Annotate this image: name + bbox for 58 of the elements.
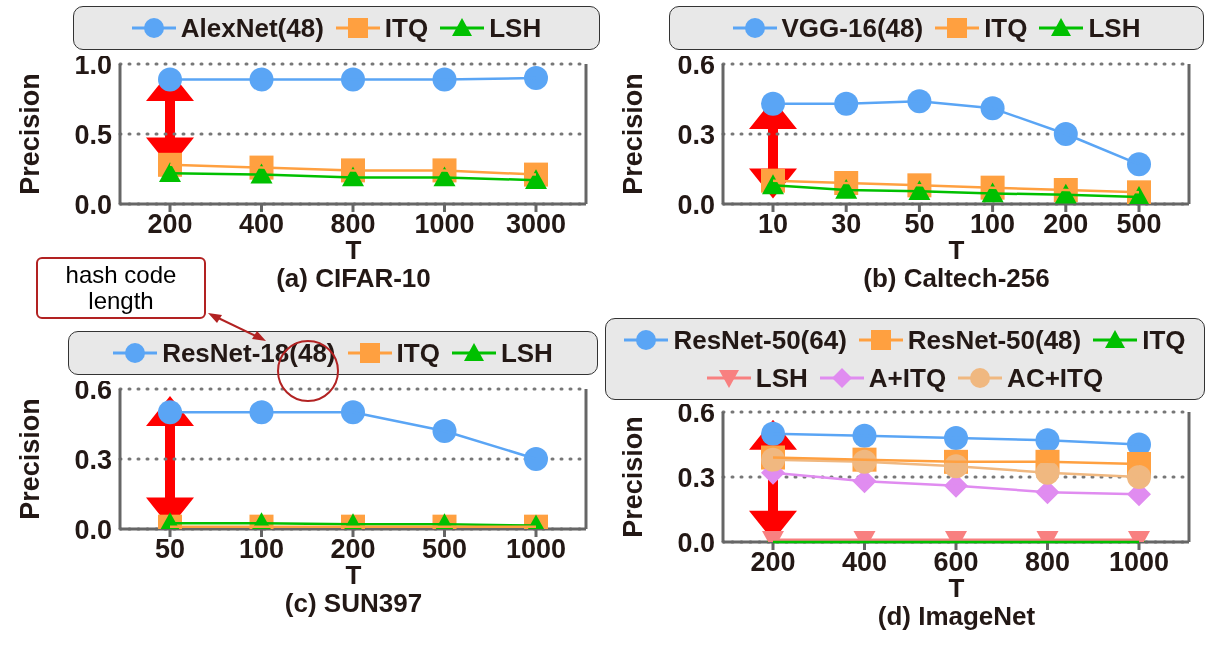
x-tick-label: 100 [238, 534, 285, 565]
x-tick-label: 1000 [505, 534, 567, 565]
point [761, 91, 785, 116]
text: hash code length [36, 257, 206, 319]
point [524, 66, 548, 90]
text: (d) ImageNet [876, 601, 1037, 631]
x-tick-label: 3000 [505, 209, 567, 240]
y-tick-label: 0.0 [677, 527, 715, 558]
point [1127, 465, 1151, 489]
x-tick-label: 400 [238, 209, 285, 240]
x-tick-label: 200 [1043, 209, 1089, 240]
x-tick-label: 1000 [1108, 547, 1170, 578]
x-tick-label: 50 [904, 209, 935, 240]
legend-label: ITQ [1142, 324, 1186, 357]
x-tick-label: 100 [970, 209, 1016, 240]
y-tick-label: 0.3 [74, 444, 112, 475]
y-axis-title: Precision [15, 398, 45, 520]
point [159, 162, 181, 182]
x-tick-label: 50 [154, 534, 186, 565]
x-tick-label: 30 [831, 209, 862, 240]
text: (b) Caltech-256 [862, 263, 1051, 293]
legend-label: ITQ [396, 337, 440, 370]
text: (c) SUN397 [283, 588, 424, 618]
x-axis-title: T [948, 235, 965, 265]
legend-label: VGG-16(48) [781, 12, 924, 45]
legend-label: LSH [755, 362, 808, 395]
legend-label: AlexNet(48) [180, 12, 324, 45]
legend-label: ITQ [384, 12, 429, 45]
y-tick-label: 0.5 [74, 119, 112, 150]
y-tick-label: 0.0 [74, 514, 112, 545]
x-tick-label: 200 [147, 209, 193, 240]
x-tick-label: 1000 [414, 209, 475, 240]
point [525, 169, 547, 189]
legend-label: ResNet-50(48) [907, 324, 1082, 357]
legend-label: LSH [489, 12, 542, 45]
legend-label: A+ITQ [868, 362, 947, 395]
x-tick-label: 800 [1024, 547, 1071, 578]
legend-label: ResNet-50(64) [673, 324, 847, 357]
x-tick-label: 400 [841, 547, 888, 578]
y-axis-title: Precision [618, 416, 648, 538]
point [158, 67, 182, 92]
x-tick-label: 500 [1116, 209, 1162, 240]
legend-label: LSH [500, 337, 553, 370]
x-tick-label: 10 [757, 209, 789, 240]
point [761, 421, 785, 446]
legend-label: LSH [1088, 12, 1141, 45]
y-tick-label: 0.3 [677, 462, 715, 493]
y-axis-title: Precision [15, 73, 45, 195]
legend-label: ITQ [984, 12, 1028, 45]
legend-label: AC+ITQ [1007, 362, 1104, 395]
y-tick-label: 0.0 [677, 189, 715, 220]
y-tick-label: 0.3 [677, 119, 715, 150]
x-tick-label: 200 [750, 547, 796, 578]
point [1127, 152, 1151, 177]
text: (a) CIFAR-10 [276, 263, 431, 293]
x-tick-label: 500 [421, 534, 468, 565]
y-tick-label: 0.0 [74, 189, 112, 220]
y-axis-title: Precision [618, 73, 648, 195]
